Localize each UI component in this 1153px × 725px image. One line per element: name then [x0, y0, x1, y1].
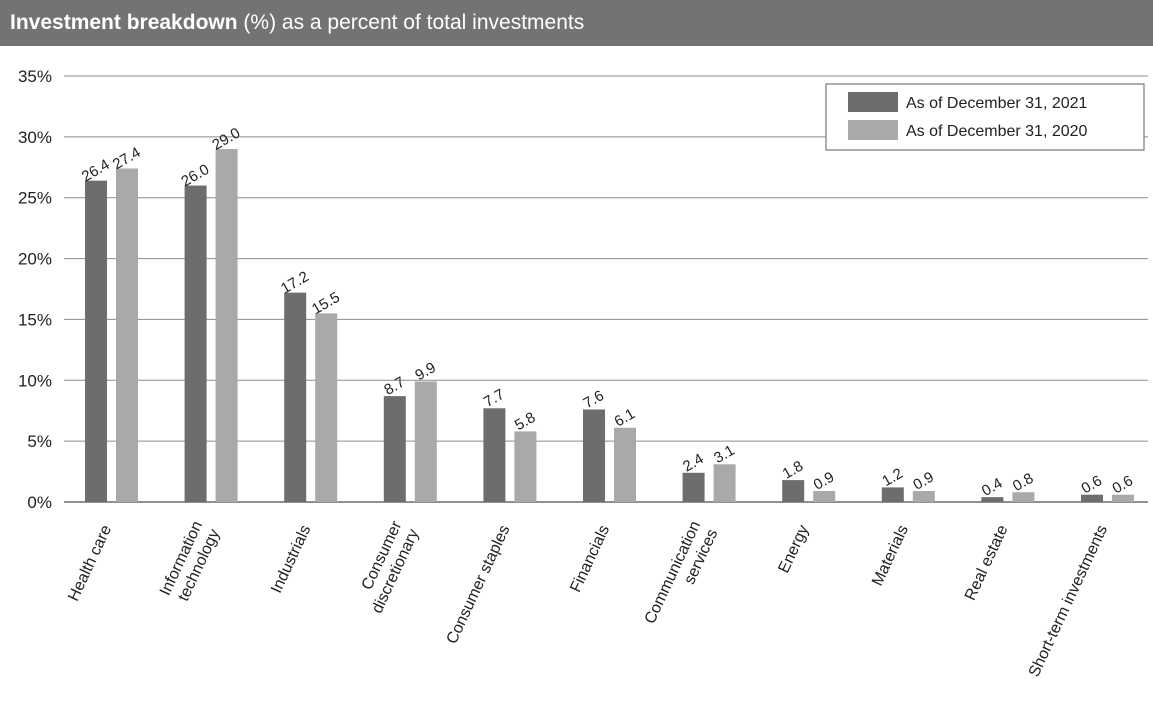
- y-tick-label: 10%: [18, 371, 52, 390]
- header-title-bold: Investment breakdown: [10, 11, 238, 34]
- bar: [315, 313, 338, 502]
- legend-label: As of December 31, 2020: [906, 123, 1088, 140]
- bar: [215, 149, 238, 502]
- bar: [383, 396, 406, 502]
- chart-header: Investment breakdown (%) as a percent of…: [0, 0, 1153, 46]
- bar: [583, 409, 605, 502]
- bar: [85, 180, 107, 502]
- bar: [414, 381, 437, 502]
- category-label: Industrials: [268, 523, 314, 596]
- bar: [514, 431, 537, 502]
- data-label: 0.8: [1010, 470, 1037, 495]
- bar: [813, 491, 836, 502]
- y-tick-label: 0%: [27, 493, 52, 512]
- category-label: Energy: [776, 523, 813, 576]
- data-label: 1.8: [780, 458, 807, 483]
- data-label: 0.6: [1109, 472, 1136, 497]
- bar: [682, 472, 705, 502]
- category-label-line: Financials: [567, 523, 613, 595]
- bar: [1112, 494, 1134, 502]
- data-label: 0.4: [979, 475, 1006, 500]
- bar: [284, 292, 307, 502]
- bar: [782, 480, 805, 502]
- category-label: Informationtechnology: [157, 519, 223, 607]
- category-label-line: Materials: [869, 523, 912, 589]
- y-tick-label: 15%: [18, 310, 52, 329]
- legend-swatch: [848, 120, 898, 140]
- data-label: 5.8: [512, 409, 539, 434]
- category-label: Real estate: [962, 523, 1012, 604]
- legend-label: As of December 31, 2021: [906, 95, 1088, 112]
- data-label: 2.4: [680, 450, 707, 475]
- bar: [116, 168, 138, 502]
- data-label: 3.1: [711, 442, 738, 467]
- category-label: Health care: [65, 523, 115, 604]
- bar: [981, 497, 1004, 502]
- y-tick-label: 30%: [18, 128, 52, 147]
- data-label: 0.6: [1078, 472, 1105, 497]
- data-label: 8.7: [381, 374, 408, 399]
- y-tick-label: 35%: [18, 67, 52, 86]
- category-label: Short-term investments: [1026, 523, 1111, 680]
- data-label: 0.9: [910, 469, 937, 494]
- legend-swatch: [848, 92, 898, 112]
- y-tick-label: 25%: [18, 189, 52, 208]
- category-label-line: Short-term investments: [1026, 523, 1111, 680]
- bar: [1012, 492, 1035, 502]
- bar: [483, 408, 506, 502]
- data-label: 7.6: [580, 387, 607, 412]
- category-label-line: Industrials: [268, 523, 314, 596]
- data-label: 0.9: [811, 469, 838, 494]
- data-label: 1.2: [879, 465, 906, 490]
- category-label: Materials: [869, 523, 912, 589]
- bar: [713, 464, 736, 502]
- category-label-line: Health care: [65, 523, 115, 604]
- category-label: Financials: [567, 523, 613, 595]
- category-label-line: Consumer staples: [444, 523, 514, 647]
- category-label: Consumer staples: [444, 523, 514, 647]
- category-label-line: Energy: [776, 523, 813, 576]
- header-title-rest: (%) as a percent of total investments: [237, 11, 585, 34]
- bar: [184, 185, 207, 503]
- data-label: 7.7: [481, 386, 508, 411]
- y-tick-label: 5%: [27, 432, 52, 451]
- bar: [1081, 494, 1103, 502]
- bar: [881, 487, 904, 502]
- category-label: Consumerdiscretionary: [352, 518, 423, 616]
- category-label: Communicationservices: [642, 519, 722, 635]
- bar: [912, 491, 935, 502]
- y-tick-label: 20%: [18, 250, 52, 269]
- data-label: 6.1: [611, 405, 638, 430]
- bar: [614, 427, 636, 502]
- category-label-line: Real estate: [962, 523, 1012, 604]
